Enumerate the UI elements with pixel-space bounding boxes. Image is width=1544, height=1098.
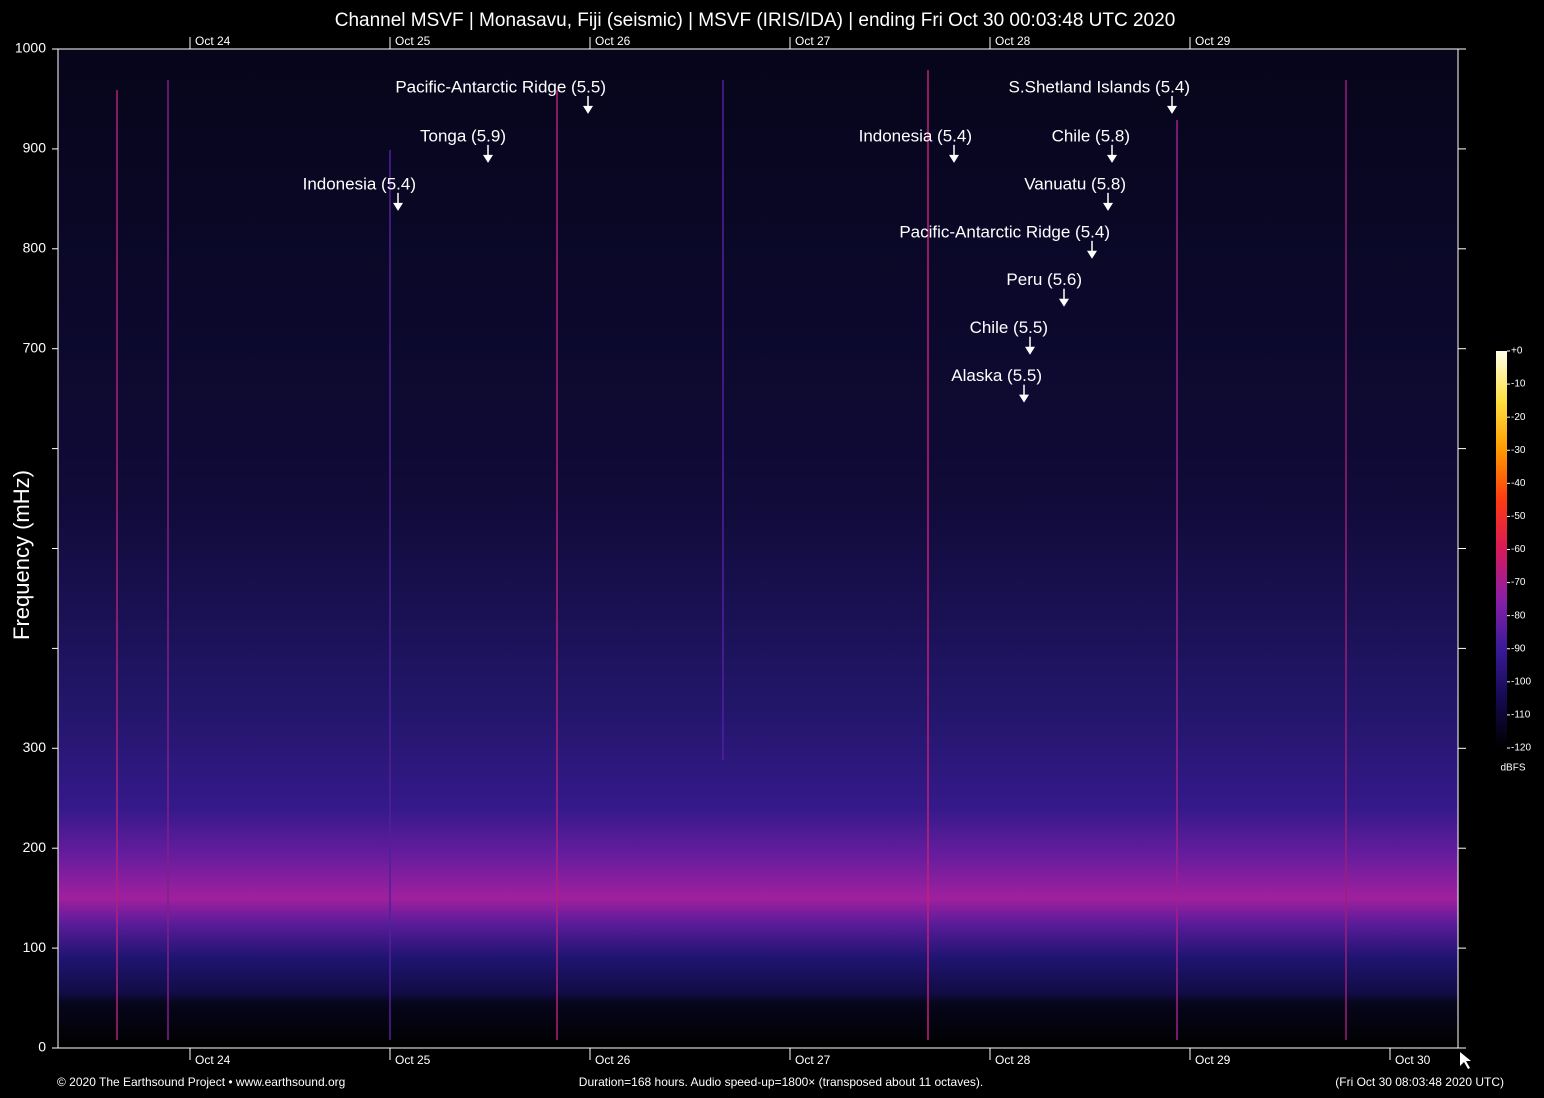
x-tick-label: Oct 30 [1395, 1053, 1431, 1067]
annotation-label: Vanuatu (5.8) [1024, 174, 1126, 193]
annotation: Chile (5.8) [1052, 126, 1130, 163]
annotation: S.Shetland Islands (5.4) [1009, 77, 1190, 114]
annotation: Chile (5.5) [970, 318, 1048, 355]
annotation-label: Tonga (5.9) [420, 126, 506, 145]
annotation-label: Indonesia (5.4) [303, 174, 416, 193]
annotation-arrowhead [1025, 346, 1035, 355]
annotation: Alaska (5.5) [951, 366, 1042, 403]
colorbar-tick-label: -10 [1511, 379, 1526, 390]
x-tick-label: Oct 29 [1195, 1053, 1231, 1067]
colorbar-tick-label: -40 [1511, 478, 1526, 489]
x-tick-label: Oct 24 [195, 1053, 231, 1067]
annotation-arrowhead [1019, 394, 1029, 403]
chart-title: Channel MSVF | Monasavu, Fiji (seismic) … [335, 10, 1176, 31]
y-tick-label: 100 [23, 939, 47, 955]
annotation: Pacific-Antarctic Ridge (5.4) [899, 222, 1110, 259]
annotation-label: Chile (5.5) [970, 318, 1048, 337]
annotation: Peru (5.6) [1006, 270, 1082, 307]
y-tick-label: 900 [23, 140, 47, 156]
x-tick-label: Oct 28 [995, 34, 1031, 48]
annotation: Indonesia (5.4) [859, 126, 972, 163]
colorbar-tick-label: -30 [1511, 445, 1526, 456]
colorbar-tick-label: +0 [1511, 346, 1523, 357]
annotation: Indonesia (5.4) [303, 174, 416, 211]
x-tick-label: Oct 24 [195, 34, 231, 48]
colorbar-tick-label: -90 [1511, 643, 1526, 654]
x-tick-label: Oct 26 [595, 34, 631, 48]
colorbar-tick-label: -50 [1511, 511, 1526, 522]
footer-right: (Fri Oct 30 08:03:48 2020 UTC) [1335, 1075, 1504, 1089]
x-tick-label: Oct 29 [1195, 34, 1231, 48]
y-tick-label: 0 [38, 1039, 46, 1055]
x-tick-label: Oct 27 [795, 1053, 831, 1067]
y-tick-label: 200 [23, 839, 47, 855]
x-tick-label: Oct 26 [595, 1053, 631, 1067]
event-streaks [116, 70, 1347, 1040]
colorbar [1496, 351, 1507, 748]
colorbar-tick-label: -120 [1511, 743, 1531, 754]
annotation-arrowhead [1103, 202, 1113, 211]
annotation-arrowhead [483, 154, 493, 163]
footer-center: Duration=168 hours. Audio speed-up=1800×… [579, 1075, 983, 1089]
annotation-arrowhead [949, 154, 959, 163]
annotation-arrowhead [1087, 250, 1097, 259]
y-tick-label: 1000 [15, 40, 46, 56]
x-tick-label: Oct 25 [395, 34, 431, 48]
x-tick-label: Oct 27 [795, 34, 831, 48]
colorbar-tick-label: -60 [1511, 544, 1526, 555]
annotation-arrowhead [1059, 298, 1069, 307]
annotation-label: Pacific-Antarctic Ridge (5.4) [899, 222, 1110, 241]
annotation-arrowhead [393, 202, 403, 211]
colorbar-label: dBFS [1500, 763, 1525, 774]
colorbar-tick-label: -20 [1511, 412, 1526, 423]
y-axis-label: Frequency (mHz) [9, 470, 34, 640]
y-tick-label: 800 [23, 240, 47, 256]
annotation-label: S.Shetland Islands (5.4) [1009, 77, 1190, 96]
annotation-arrowhead [1107, 154, 1117, 163]
annotation-arrowhead [583, 105, 593, 114]
annotation-label: Indonesia (5.4) [859, 126, 972, 145]
annotation: Vanuatu (5.8) [1024, 174, 1126, 211]
colorbar-tick-label: -80 [1511, 610, 1526, 621]
footer-left: © 2020 The Earthsound Project • www.eart… [57, 1075, 345, 1089]
x-tick-label: Oct 25 [395, 1053, 431, 1067]
colorbar-tick-label: -110 [1511, 710, 1531, 721]
annotation-label: Alaska (5.5) [951, 366, 1042, 385]
spectrogram [58, 49, 1458, 1048]
x-tick-label: Oct 28 [995, 1053, 1031, 1067]
annotation-label: Pacific-Antarctic Ridge (5.5) [395, 77, 606, 96]
y-tick-label: 700 [23, 339, 47, 355]
annotation-arrowhead [1167, 105, 1177, 114]
annotation-label: Peru (5.6) [1006, 270, 1082, 289]
y-tick-label: 300 [23, 739, 47, 755]
annotation-label: Chile (5.8) [1052, 126, 1130, 145]
annotation: Tonga (5.9) [420, 126, 506, 163]
annotation: Pacific-Antarctic Ridge (5.5) [395, 77, 606, 114]
colorbar-tick-label: -70 [1511, 577, 1526, 588]
cursor-icon [1460, 1052, 1471, 1069]
colorbar-tick-label: -100 [1511, 676, 1531, 687]
